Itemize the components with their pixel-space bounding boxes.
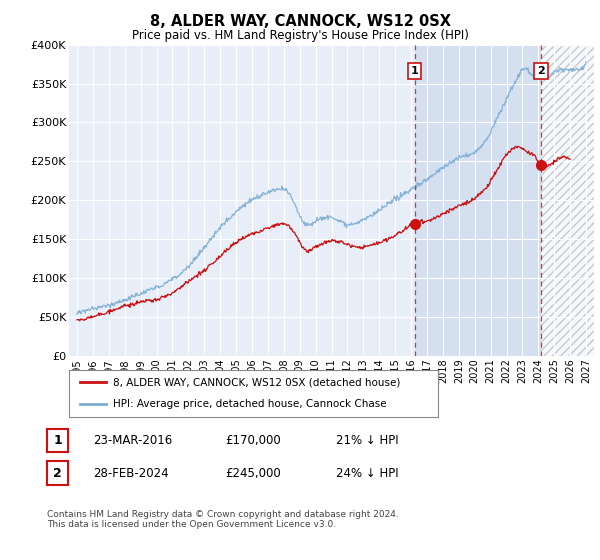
Text: 2: 2 <box>53 466 62 480</box>
Bar <box>415 45 541 356</box>
Text: 24% ↓ HPI: 24% ↓ HPI <box>336 466 398 480</box>
Text: 2: 2 <box>537 66 545 76</box>
Text: HPI: Average price, detached house, Cannock Chase: HPI: Average price, detached house, Cann… <box>113 399 387 409</box>
Text: Contains HM Land Registry data © Crown copyright and database right 2024.
This d: Contains HM Land Registry data © Crown c… <box>47 510 398 529</box>
Text: 28-FEB-2024: 28-FEB-2024 <box>93 466 169 480</box>
Text: 1: 1 <box>410 66 418 76</box>
Text: 8, ALDER WAY, CANNOCK, WS12 0SX (detached house): 8, ALDER WAY, CANNOCK, WS12 0SX (detache… <box>113 377 401 388</box>
Text: 8, ALDER WAY, CANNOCK, WS12 0SX: 8, ALDER WAY, CANNOCK, WS12 0SX <box>149 14 451 29</box>
Text: Price paid vs. HM Land Registry's House Price Index (HPI): Price paid vs. HM Land Registry's House … <box>131 29 469 42</box>
Text: 21% ↓ HPI: 21% ↓ HPI <box>336 434 398 447</box>
Text: 1: 1 <box>53 434 62 447</box>
Bar <box>541 45 594 356</box>
Text: £245,000: £245,000 <box>225 466 281 480</box>
Text: £170,000: £170,000 <box>225 434 281 447</box>
Text: 23-MAR-2016: 23-MAR-2016 <box>93 434 172 447</box>
